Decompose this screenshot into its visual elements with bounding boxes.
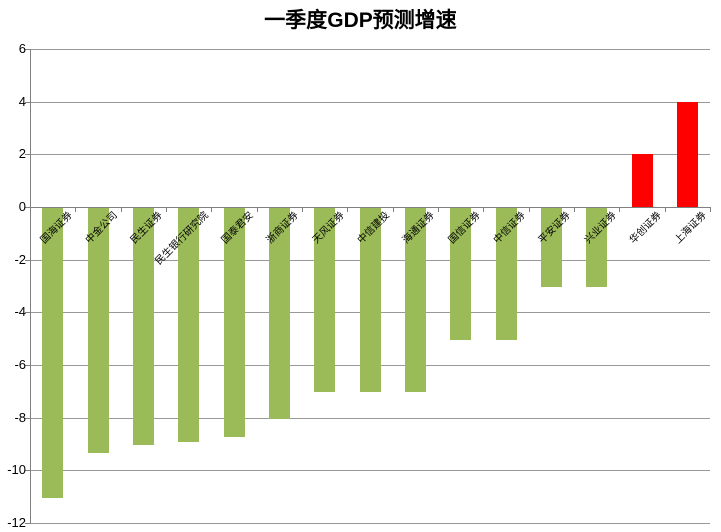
bar — [676, 101, 698, 207]
bar — [404, 208, 426, 393]
bar — [87, 208, 109, 453]
x-axis-tick-mark — [438, 207, 439, 212]
y-axis-tick-label: 0 — [18, 199, 26, 214]
bar — [631, 154, 653, 207]
x-axis-tick-mark — [619, 207, 621, 212]
y-axis-tick-mark — [25, 101, 30, 103]
bar — [268, 208, 290, 419]
y-axis-tick-label: -10 — [7, 462, 26, 478]
y-axis-tick-mark — [25, 207, 30, 208]
bar — [178, 208, 200, 443]
y-axis-line — [30, 49, 31, 524]
y-axis-tick-mark — [25, 312, 30, 314]
x-axis-tick-mark — [710, 207, 711, 212]
bar — [314, 208, 336, 393]
chart-title: 一季度GDP预测增速 — [264, 9, 457, 32]
y-axis-tick-mark — [25, 154, 30, 156]
y-axis-tick-label: -4 — [14, 304, 26, 320]
x-axis-tick-mark — [302, 207, 303, 212]
gridline-h — [30, 470, 710, 472]
bar — [586, 208, 608, 287]
bar — [540, 208, 562, 287]
y-axis-tick-mark — [25, 470, 30, 472]
y-axis-tick-mark — [25, 417, 30, 419]
x-axis-tick-mark — [392, 207, 394, 212]
x-axis-tick-mark — [211, 207, 213, 212]
gridline-h — [30, 101, 710, 103]
y-axis-tick-label: -6 — [14, 356, 26, 372]
y-axis-tick-label: -12 — [7, 514, 26, 530]
gridline-h — [30, 154, 710, 156]
bar — [495, 208, 517, 340]
y-axis-tick-mark — [25, 522, 30, 524]
y-axis-tick-label: -2 — [14, 251, 26, 267]
x-axis-tick-mark — [528, 207, 530, 212]
y-axis-tick-mark — [25, 259, 30, 261]
x-axis-tick-mark — [30, 207, 31, 212]
y-axis-tick-label: -8 — [14, 409, 26, 425]
bar — [359, 208, 381, 393]
y-axis-tick-label: 2 — [18, 146, 26, 162]
y-axis-tick-label: 6 — [18, 41, 26, 57]
bar — [132, 208, 154, 445]
y-axis-tick-mark — [25, 49, 30, 51]
x-axis-zero-line — [30, 207, 710, 208]
x-axis-tick-mark — [483, 207, 485, 212]
bar — [450, 208, 472, 340]
bar — [42, 208, 64, 498]
x-category-label: 上海证券 — [673, 210, 710, 247]
y-axis-tick-mark — [25, 364, 30, 366]
x-axis-tick-mark — [664, 207, 666, 212]
x-axis-tick-mark — [120, 207, 122, 212]
x-category-label: 华创证券 — [627, 210, 664, 247]
x-axis-tick-mark — [574, 207, 575, 212]
x-axis-tick-mark — [75, 207, 77, 212]
x-axis-tick-mark — [256, 207, 258, 212]
y-axis-tick-label: 4 — [18, 93, 26, 109]
gridline-h — [30, 522, 710, 524]
x-axis-tick-mark — [166, 207, 167, 212]
x-axis-tick-mark — [347, 207, 349, 212]
gridline-h — [30, 417, 710, 419]
gridline-h — [30, 49, 710, 51]
bar — [223, 208, 245, 437]
